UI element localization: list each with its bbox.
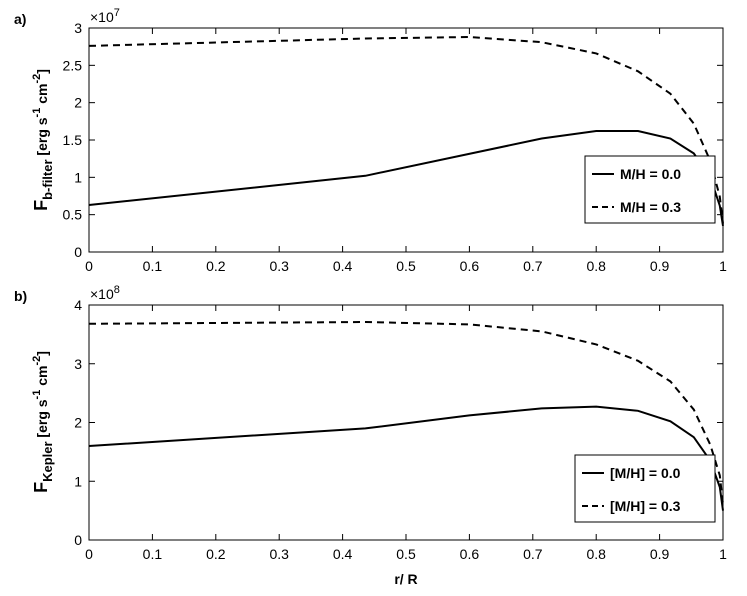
x-tick-label: 0.3: [269, 546, 289, 562]
y-tick-label: 4: [74, 297, 82, 313]
panel-label: b): [14, 288, 27, 304]
exponent-label: ×107: [90, 7, 120, 25]
y-axis-label-units-mid: cm: [34, 84, 50, 108]
exponent-label: ×108: [90, 284, 120, 302]
exponent-power: 7: [114, 7, 120, 19]
x-tick-label: 0: [85, 258, 93, 274]
panel-a: 0 0.1 0.2 0.3 0.4 0.5 0.6 0.7 0.8 0.9 1 0 0.5 1 1.5 2 2.…: [14, 7, 727, 274]
x-tick-label: 1: [719, 546, 727, 562]
y-axis-label-units-mid: cm: [34, 366, 50, 390]
panel-b: 0 0.1 0.2 0.3 0.4 0.5 0.6 0.7 0.8 0.9 1 0 1 2 3 4 ×108 b)…: [14, 284, 727, 562]
y-tick-label: 3: [74, 20, 82, 36]
x-tick-label: 0.9: [650, 258, 670, 274]
y-axis-label-units: [erg s: [34, 117, 50, 159]
legend-box: [574, 454, 716, 523]
legend-box: [584, 155, 716, 224]
x-tick-label: 0.4: [333, 546, 353, 562]
x-tick-label: 0.2: [206, 546, 226, 562]
y-axis-label: Fb-filter [erg s-1 cm-2]: [31, 69, 55, 211]
legend-label: M/H = 0.3: [620, 199, 681, 215]
x-tick-label: 0.6: [460, 546, 480, 562]
y-axis-label: FKepler [erg s-1 cm-2]: [31, 351, 55, 493]
x-tick-label: 0: [85, 546, 93, 562]
x-tick-label: 0.1: [143, 546, 163, 562]
x-tick-label: 1: [719, 258, 727, 274]
x-tick-label: 0.3: [269, 258, 289, 274]
x-tick-label: 0.6: [460, 258, 480, 274]
x-tick-label: 0.8: [586, 258, 606, 274]
x-tick-label: 0.7: [523, 258, 543, 274]
x-tick-label: 0.4: [333, 258, 353, 274]
y-axis-label-sup: -2: [31, 356, 43, 366]
y-axis-label-sup: -1: [31, 390, 43, 400]
legend-label: [M/H] = 0.3: [610, 498, 681, 514]
y-axis-label-units-end: ]: [34, 69, 50, 74]
y-axis-label-sup: -2: [31, 74, 43, 84]
y-tick-label: 1.5: [63, 132, 83, 148]
y-axis-label-sub: b-filter: [40, 159, 55, 199]
y-tick-label: 0: [74, 532, 82, 548]
x-axis-label: r/ R: [394, 571, 417, 587]
x-tick-label: 0.5: [396, 258, 416, 274]
x-tick-label: 0.1: [143, 258, 163, 274]
y-tick-label: 1: [74, 169, 82, 185]
y-tick-label: 0: [74, 244, 82, 260]
legend-label: [M/H] = 0.0: [610, 465, 681, 481]
x-tick-label: 0.9: [650, 546, 670, 562]
x-tick-label: 0.7: [523, 546, 543, 562]
exponent-power: 8: [114, 284, 120, 296]
y-axis-label-units: [erg s: [34, 399, 50, 441]
legend-label: M/H = 0.0: [620, 166, 681, 182]
x-tick-label: 0.5: [396, 546, 416, 562]
y-axis-label-units-end: ]: [34, 351, 50, 356]
y-axis-label-sup: -1: [31, 108, 43, 118]
y-axis-label-main: F: [31, 482, 51, 493]
x-tick-label: 0.2: [206, 258, 226, 274]
y-axis-label-main: F: [31, 200, 51, 211]
y-tick-label: 2.5: [63, 57, 83, 73]
y-tick-label: 3: [74, 356, 82, 372]
x-tick-label: 0.8: [586, 546, 606, 562]
panel-label: a): [14, 11, 26, 27]
y-tick-label: 0.5: [63, 207, 83, 223]
y-axis-label-sub: Kepler: [40, 441, 55, 481]
y-tick-label: 1: [74, 473, 82, 489]
y-tick-label: 2: [74, 95, 82, 111]
y-tick-label: 2: [74, 415, 82, 431]
